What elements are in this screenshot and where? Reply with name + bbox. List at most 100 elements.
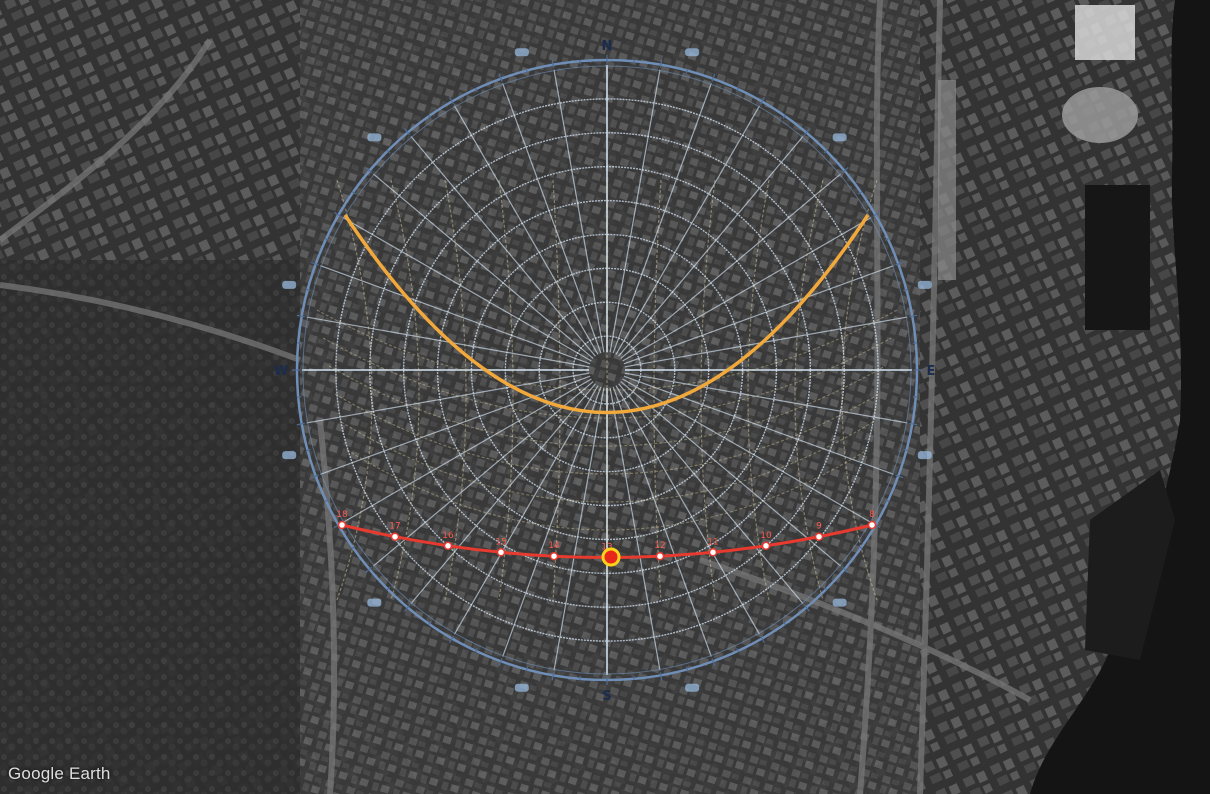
azimuth-tick <box>448 96 455 105</box>
azimuth-line <box>342 216 592 362</box>
azimuth-tick <box>759 635 766 644</box>
azimuth-tick <box>404 128 411 136</box>
azimuth-line <box>410 135 596 357</box>
azimuth-line <box>624 316 908 368</box>
azimuth-tick <box>525 69 529 74</box>
azimuth-tick <box>884 238 890 241</box>
azimuth-line <box>320 375 591 475</box>
cardinal-west: W <box>274 364 288 379</box>
azimuth-tick <box>310 474 319 479</box>
dock-basin <box>1085 185 1150 330</box>
azimuth-line <box>623 265 894 365</box>
hour-line <box>700 179 716 601</box>
azimuth-line <box>618 135 804 357</box>
azimuth-tick <box>351 545 356 549</box>
ring-badge <box>832 598 847 607</box>
marina <box>1085 470 1175 660</box>
azimuth-tick <box>872 211 881 218</box>
azimuth-tick <box>386 149 391 154</box>
azimuth-ticks <box>292 55 922 685</box>
azimuth-line <box>618 383 804 605</box>
azimuth-tick <box>711 73 716 82</box>
hour-marker-dot <box>549 551 559 561</box>
azimuth-tick <box>404 604 411 612</box>
azimuth-tick <box>448 635 455 644</box>
hour-marker-dot <box>655 551 665 561</box>
azimuth-line <box>620 381 842 567</box>
azimuth-tick <box>324 499 330 502</box>
azimuth-tick <box>903 288 908 292</box>
azimuth-line <box>553 69 605 353</box>
azimuth-line <box>502 386 602 657</box>
cardinal-east: E <box>927 364 936 379</box>
hour-marker-label: 13 <box>601 543 612 553</box>
hour-marker-label: 9 <box>816 522 822 532</box>
azimuth-tick <box>351 191 356 195</box>
azimuth-tick <box>659 59 663 68</box>
ring-badge <box>917 280 932 289</box>
azimuth-tick <box>685 69 689 74</box>
azimuth-tick <box>306 448 311 452</box>
hour-line <box>841 179 878 601</box>
hour-marker-label: 12 <box>654 541 665 551</box>
azimuth-tick <box>551 59 555 68</box>
azimuth-tick <box>475 647 478 653</box>
azimuth-tick <box>306 288 311 292</box>
arena-dome <box>1062 87 1138 143</box>
hour-marker-label: 10 <box>760 531 772 541</box>
azimuth-tick <box>551 672 555 681</box>
hour-marker-label: 18 <box>336 510 348 520</box>
azimuth-tick <box>310 261 319 266</box>
winter-solstice-path <box>343 214 870 415</box>
azimuth-tick <box>858 545 863 549</box>
hour-line <box>552 179 561 601</box>
cardinal-south: S <box>602 689 611 704</box>
azimuth-tick <box>895 474 904 479</box>
hour-marker-dot <box>761 541 771 551</box>
azimuth-tick <box>296 422 305 426</box>
ring-badges <box>282 48 932 692</box>
azimuth-tick <box>324 238 330 241</box>
azimuth-tick <box>841 566 849 573</box>
azimuth-tick <box>659 672 663 681</box>
ring-badge <box>367 133 382 142</box>
azimuth-line <box>612 386 712 657</box>
ring-badge <box>832 133 847 142</box>
azimuth-tick <box>782 114 786 119</box>
date-line <box>334 393 880 475</box>
azimuth-line <box>612 83 712 354</box>
hour-marker-label: 16 <box>442 531 454 541</box>
azimuth-tick <box>823 149 828 154</box>
azimuth-line <box>372 173 594 359</box>
azimuth-tick <box>498 658 503 667</box>
hour-line <box>794 179 824 601</box>
azimuth-tick <box>803 128 810 136</box>
ring-badge <box>514 48 529 57</box>
ring-badge <box>514 683 529 692</box>
azimuth-line <box>623 375 894 475</box>
sun-position[interactable] <box>601 547 621 567</box>
azimuth-line <box>615 385 761 635</box>
hour-marker-dot <box>496 548 506 557</box>
hour-marker-dot <box>708 548 718 557</box>
date-line <box>316 309 898 391</box>
azimuth-tick <box>759 96 766 105</box>
azimuth-line <box>609 69 661 353</box>
ring-badge <box>282 280 297 289</box>
azimuth-tick <box>365 167 373 174</box>
date-line <box>346 449 868 531</box>
azimuth-line <box>553 387 605 671</box>
hour-markers: 18 17 16 15 14 13 12 11 10 9 8 <box>336 510 877 562</box>
azimuth-tick <box>736 87 739 93</box>
azimuth-line <box>320 265 591 365</box>
azimuth-line <box>624 372 908 424</box>
ring-badge <box>917 451 932 460</box>
stadium <box>1075 5 1135 60</box>
river <box>1030 0 1210 794</box>
azimuth-line <box>410 383 596 605</box>
horizon-ring-inner <box>302 65 912 675</box>
azimuth-line <box>622 216 872 362</box>
azimuth-tick <box>884 499 890 502</box>
google-earth-watermark: Google Earth <box>8 764 111 783</box>
